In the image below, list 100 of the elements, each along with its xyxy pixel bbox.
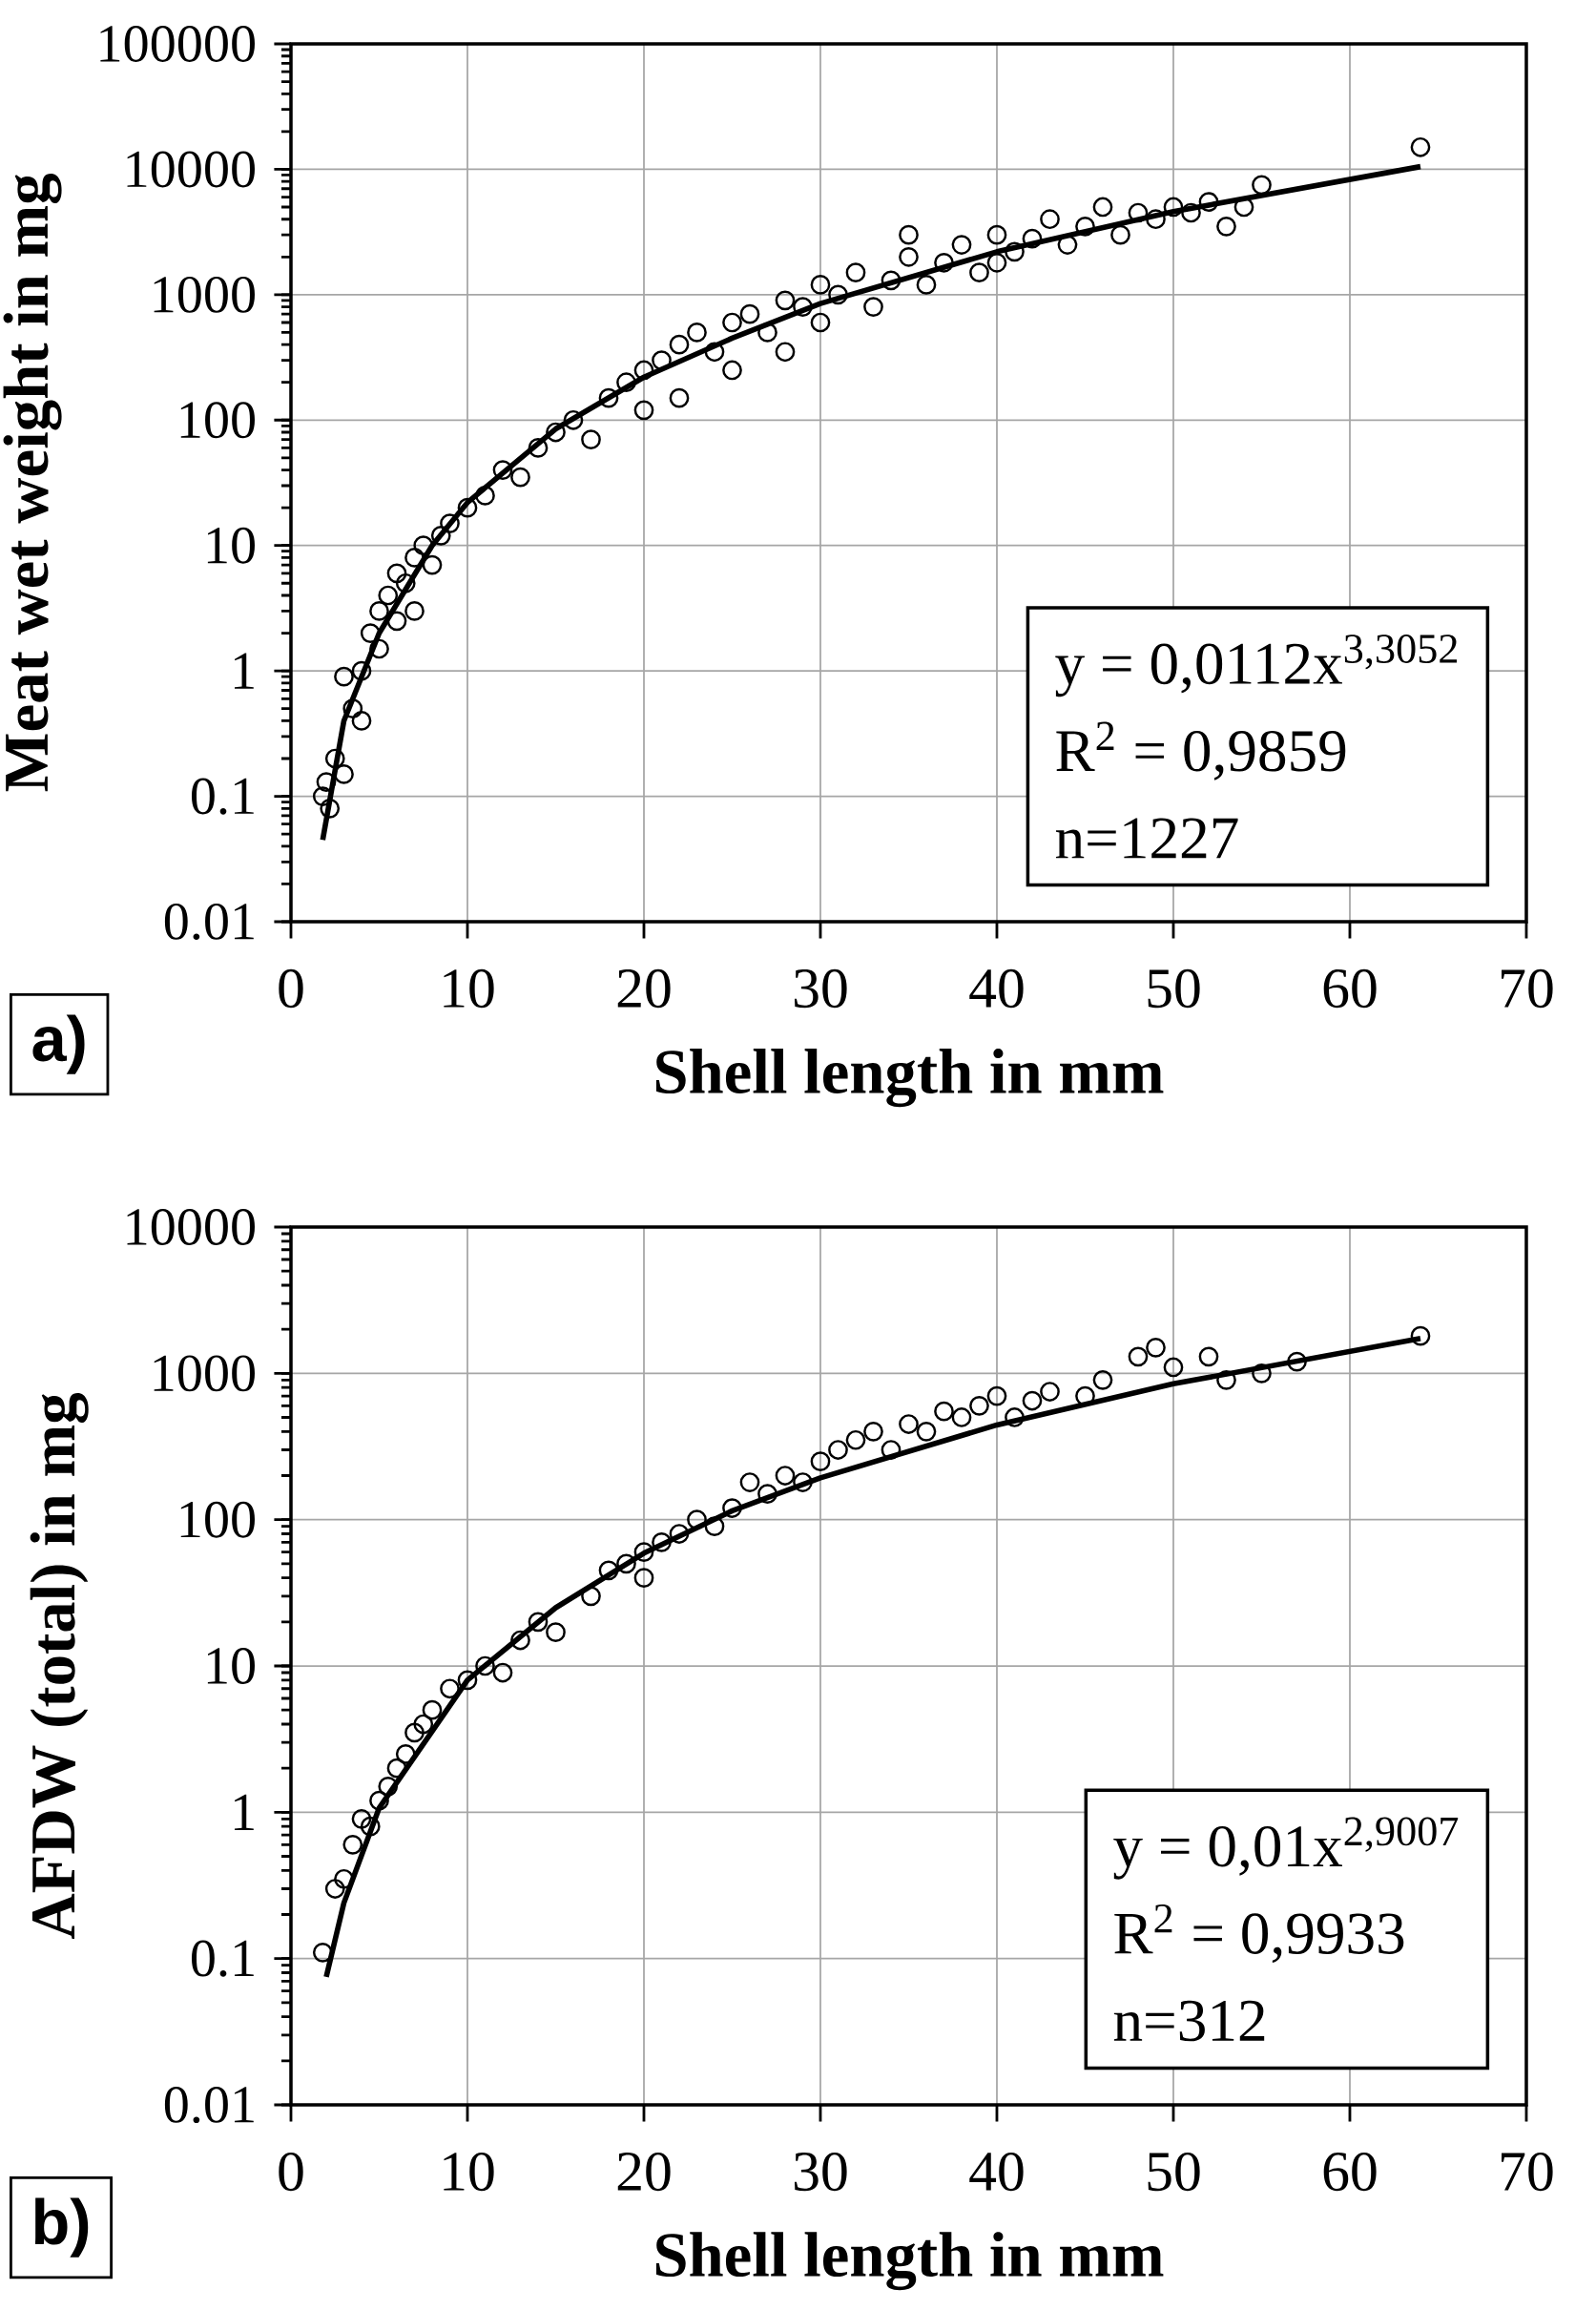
x-tick-label: 50 [1148,2152,1200,2192]
point [793,1472,813,1492]
x-tick-label: 20 [617,2152,671,2192]
point [1163,1357,1184,1378]
point [969,1395,989,1416]
x-axis-title: Shell length in mm [655,1049,1164,1108]
point [704,1516,725,1537]
point [899,1414,919,1434]
y-tick-label: 100000 [100,26,255,62]
x-tick-label: 70 [1502,2152,1553,2192]
point [1022,1390,1043,1411]
point [1410,1325,1431,1346]
text: a) [32,1014,85,1074]
point [475,1655,495,1676]
point [951,1407,972,1427]
point [1287,1351,1307,1372]
point [334,1868,354,1889]
point [404,1722,425,1743]
point [422,1699,443,1720]
x-tick-label: 40 [969,2152,1024,2192]
point [722,1498,742,1518]
point [881,1440,902,1460]
x-axis-title: Shell length in mm [655,2232,1164,2291]
annotation: y = 0,01x$^{2,9007}$ [1113,1817,1459,1880]
y-tick-label: 100 [180,1501,255,1538]
point [395,1743,416,1764]
point [440,1678,460,1699]
x-tick-label: 40 [969,968,1024,1009]
point [934,1401,954,1422]
point [369,1790,389,1811]
point [312,1942,333,1963]
point [616,1553,636,1574]
y-tick-label: 1 [234,1794,254,1830]
x-tick-label: 0 [279,2152,303,2192]
y-tick-label: 0.1 [192,1940,254,1977]
point [757,1484,777,1505]
point [528,1612,549,1633]
point [598,1560,619,1581]
point [916,1421,937,1442]
y-tick-label: 0.01 [164,2086,254,2124]
x-tick-label: 10 [444,2152,494,2192]
point [492,1662,513,1683]
x-tick-label: 70 [1502,968,1553,1009]
y-axis-title: AFDW (total) in mg [30,1393,89,1939]
point [828,1440,848,1460]
point [633,1542,654,1563]
point [1216,1369,1236,1390]
point [1252,1363,1272,1384]
point [1128,1346,1149,1367]
point [986,1385,1007,1406]
point [810,1451,831,1472]
point [1198,1346,1219,1367]
y-tick-label: 1000 [154,1355,255,1392]
point [360,1816,381,1837]
y-tick-label: 10000 [127,1209,255,1245]
y-tick-label: 10 [207,1648,255,1684]
point [1146,1337,1166,1358]
point [581,1586,601,1607]
point [378,1776,399,1797]
y-tick-label: 1 [234,653,254,689]
point [739,1472,760,1492]
point [863,1421,883,1442]
point [1040,1382,1060,1402]
point [1005,1407,1025,1427]
y-tick-label: 0.1 [192,778,254,815]
x-tick-label: 60 [1323,968,1377,1009]
annotation: n=312 [1113,2000,1265,2042]
annotation: R$^{2}$ = 0,9859 [1056,721,1346,780]
x-tick-label: 20 [617,968,671,1009]
text: b) [34,2197,89,2258]
point [1092,1369,1113,1390]
x-tick-label: 50 [1148,968,1200,1009]
point [669,1524,690,1544]
point [342,1834,363,1855]
x-tick-label: 30 [794,968,847,1009]
x-tick-label: 60 [1323,2152,1377,2192]
point [386,1758,407,1779]
point [687,1509,707,1530]
point [510,1630,530,1651]
annotation: R$^{2}$ = 0,9933 [1114,1904,1404,1964]
point [413,1714,434,1735]
point [633,1568,654,1589]
annotation: y = 0,0112x$^{3,3052}$ [1055,635,1458,697]
x-tick-label: 10 [444,968,494,1009]
y-tick-label: 10 [207,527,255,564]
point [546,1622,566,1643]
point [351,1808,372,1829]
annotation: n=1227 [1055,818,1238,859]
y-tick-label: 10000 [127,151,255,188]
x-tick-label: 30 [794,2152,847,2192]
y-tick-label: 100 [180,402,255,439]
y-tick-label: 0.01 [164,903,254,941]
point [845,1429,866,1450]
x-tick-label: 0 [279,968,303,1009]
point [652,1532,672,1552]
point [775,1466,796,1486]
y-axis-title: Meat wet weight in mg [3,174,62,792]
y-tick-label: 1000 [154,276,255,313]
point [457,1670,478,1691]
point [324,1879,345,1899]
